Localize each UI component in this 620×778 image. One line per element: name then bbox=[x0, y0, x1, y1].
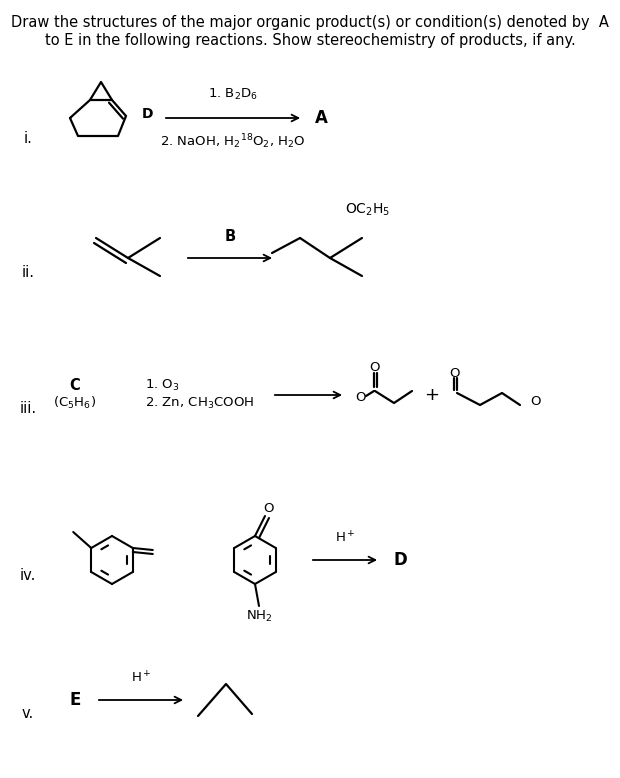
Text: iii.: iii. bbox=[19, 401, 37, 415]
Text: ii.: ii. bbox=[22, 265, 35, 279]
Text: iv.: iv. bbox=[20, 567, 36, 583]
Text: 1. B$_2$D$_6$: 1. B$_2$D$_6$ bbox=[208, 87, 258, 102]
Text: O: O bbox=[369, 360, 379, 373]
Text: A: A bbox=[314, 109, 327, 127]
Text: D: D bbox=[142, 107, 154, 121]
Text: i.: i. bbox=[24, 131, 32, 145]
Text: C: C bbox=[69, 377, 81, 392]
Text: 2. Zn, CH$_3$COOH: 2. Zn, CH$_3$COOH bbox=[145, 395, 254, 411]
Text: to E in the following reactions. Show stereochemistry of products, if any.: to E in the following reactions. Show st… bbox=[45, 33, 575, 47]
Text: Draw the structures of the major organic product(s) or condition(s) denoted by  : Draw the structures of the major organic… bbox=[11, 15, 609, 30]
Text: O: O bbox=[355, 391, 365, 404]
Text: NH$_2$: NH$_2$ bbox=[246, 608, 272, 623]
Text: OC$_2$H$_5$: OC$_2$H$_5$ bbox=[345, 202, 391, 218]
Text: (C$_5$H$_6$): (C$_5$H$_6$) bbox=[53, 395, 97, 411]
Text: B: B bbox=[224, 229, 236, 244]
Text: H$^+$: H$^+$ bbox=[131, 671, 151, 686]
Text: E: E bbox=[69, 691, 81, 709]
Text: 1. O$_3$: 1. O$_3$ bbox=[145, 377, 180, 393]
Text: O: O bbox=[264, 502, 274, 514]
Text: D: D bbox=[393, 551, 407, 569]
Text: H$^+$: H$^+$ bbox=[335, 531, 355, 546]
Text: v.: v. bbox=[22, 706, 34, 721]
Text: O: O bbox=[449, 366, 459, 380]
Text: 2. NaOH, H$_2$$^{18}$O$_2$, H$_2$O: 2. NaOH, H$_2$$^{18}$O$_2$, H$_2$O bbox=[160, 132, 306, 151]
Text: +: + bbox=[425, 386, 440, 404]
Text: O: O bbox=[530, 394, 541, 408]
